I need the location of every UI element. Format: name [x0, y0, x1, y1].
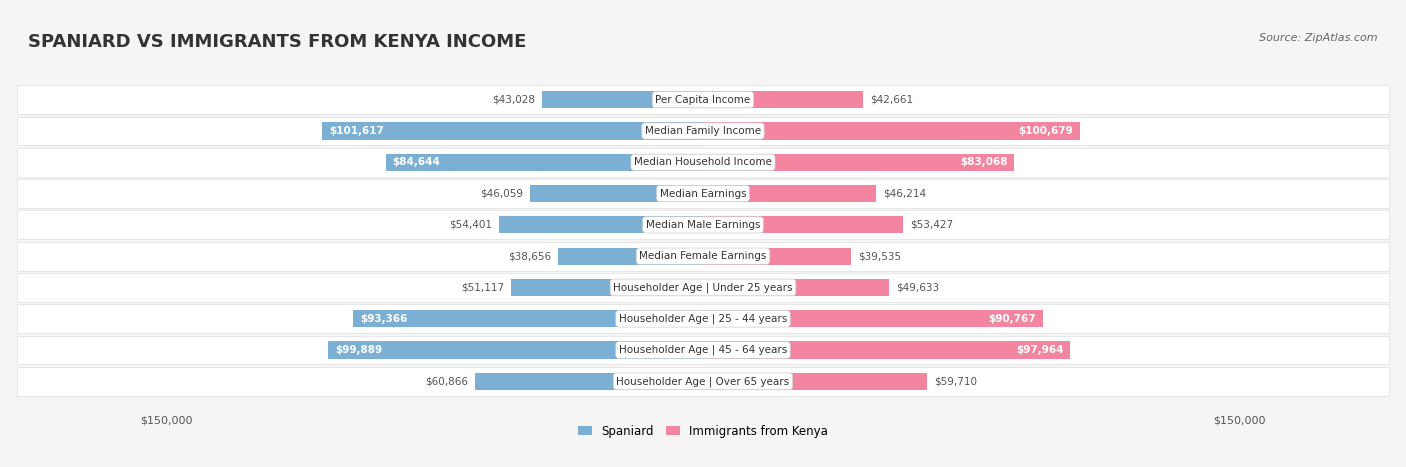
Text: $101,617: $101,617 — [329, 126, 384, 136]
Text: Median Family Income: Median Family Income — [645, 126, 761, 136]
Text: Median Male Earnings: Median Male Earnings — [645, 220, 761, 230]
Text: Householder Age | Over 65 years: Householder Age | Over 65 years — [616, 376, 790, 387]
Text: Source: ZipAtlas.com: Source: ZipAtlas.com — [1260, 33, 1378, 42]
Text: $150,000: $150,000 — [141, 416, 193, 425]
Text: $84,644: $84,644 — [392, 157, 440, 167]
Text: $100,679: $100,679 — [1019, 126, 1073, 136]
Text: $59,710: $59,710 — [934, 376, 977, 386]
Text: Median Earnings: Median Earnings — [659, 189, 747, 198]
Text: $42,661: $42,661 — [870, 95, 912, 105]
Text: $43,028: $43,028 — [492, 95, 534, 105]
Text: $90,767: $90,767 — [988, 314, 1036, 324]
Text: $83,068: $83,068 — [960, 157, 1008, 167]
Legend: Spaniard, Immigrants from Kenya: Spaniard, Immigrants from Kenya — [574, 420, 832, 442]
Text: $99,889: $99,889 — [336, 345, 382, 355]
Text: $97,964: $97,964 — [1015, 345, 1063, 355]
Text: Per Capita Income: Per Capita Income — [655, 95, 751, 105]
Text: $54,401: $54,401 — [449, 220, 492, 230]
Text: $39,535: $39,535 — [858, 251, 901, 261]
Text: $49,633: $49,633 — [896, 283, 939, 292]
Text: SPANIARD VS IMMIGRANTS FROM KENYA INCOME: SPANIARD VS IMMIGRANTS FROM KENYA INCOME — [28, 33, 526, 51]
Text: $60,866: $60,866 — [425, 376, 468, 386]
Text: Householder Age | 25 - 44 years: Householder Age | 25 - 44 years — [619, 313, 787, 324]
Text: $46,059: $46,059 — [481, 189, 523, 198]
Text: $93,366: $93,366 — [360, 314, 408, 324]
Text: Householder Age | 45 - 64 years: Householder Age | 45 - 64 years — [619, 345, 787, 355]
Text: Median Female Earnings: Median Female Earnings — [640, 251, 766, 261]
Text: $53,427: $53,427 — [910, 220, 953, 230]
Text: $51,117: $51,117 — [461, 283, 505, 292]
Text: $46,214: $46,214 — [883, 189, 927, 198]
Text: Median Household Income: Median Household Income — [634, 157, 772, 167]
Text: Householder Age | Under 25 years: Householder Age | Under 25 years — [613, 282, 793, 293]
Text: $38,656: $38,656 — [508, 251, 551, 261]
Text: $150,000: $150,000 — [1213, 416, 1265, 425]
